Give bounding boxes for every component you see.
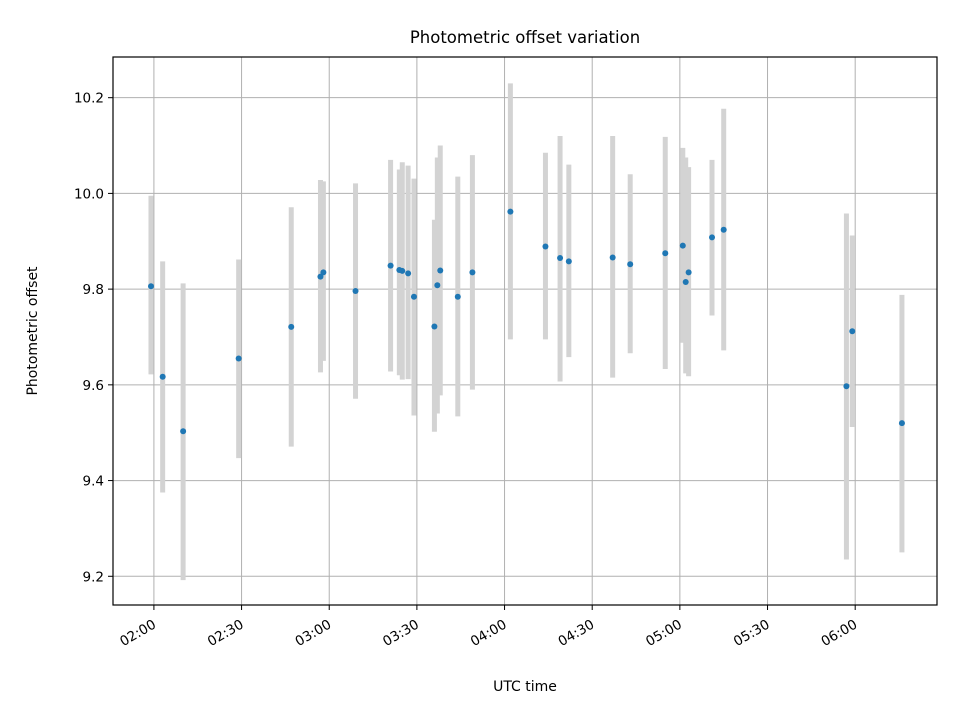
- data-point: [609, 254, 616, 261]
- chart-title: Photometric offset variation: [410, 28, 640, 47]
- y-tick-label: 9.8: [83, 282, 104, 298]
- data-point: [387, 262, 394, 269]
- data-point: [682, 278, 689, 285]
- data-point: [469, 269, 476, 276]
- data-point: [317, 273, 324, 280]
- y-axis-label: Photometric offset: [25, 266, 41, 396]
- data-point: [405, 270, 412, 277]
- data-point: [662, 250, 669, 257]
- data-point: [849, 328, 856, 335]
- y-axis-ticks: 9.2 9.4 9.6 9.8 10.0 10.2: [74, 91, 113, 585]
- data-point: [434, 282, 441, 289]
- data-point: [410, 293, 417, 300]
- data-point: [685, 269, 692, 276]
- data-point: [399, 267, 406, 274]
- y-tick-label: 9.6: [83, 378, 104, 394]
- data-point: [565, 258, 572, 265]
- data-point: [843, 383, 850, 390]
- data-point: [180, 428, 187, 435]
- data-point: [235, 355, 242, 362]
- data-point: [627, 261, 634, 268]
- data-point: [147, 283, 154, 290]
- data-point: [288, 323, 295, 330]
- x-axis-label: UTC time: [493, 679, 557, 695]
- data-point: [431, 323, 438, 330]
- grid: [113, 57, 937, 605]
- y-tick-label: 10.2: [74, 91, 104, 107]
- data-point: [557, 255, 564, 262]
- data-point: [709, 234, 716, 241]
- data-point: [679, 242, 686, 249]
- y-tick-label: 9.2: [83, 569, 104, 585]
- data-point: [352, 288, 359, 295]
- y-tick-label: 9.4: [83, 474, 104, 490]
- data-point: [507, 208, 514, 215]
- data-point: [720, 226, 727, 233]
- data-point: [437, 267, 444, 274]
- data-point: [159, 373, 166, 380]
- data-point: [542, 243, 549, 250]
- data-point: [320, 269, 327, 276]
- y-tick-label: 10.0: [74, 186, 104, 202]
- plot-area-frame: [112, 56, 938, 606]
- data-points: [147, 208, 905, 435]
- data-point: [898, 420, 905, 427]
- data-point: [454, 293, 461, 300]
